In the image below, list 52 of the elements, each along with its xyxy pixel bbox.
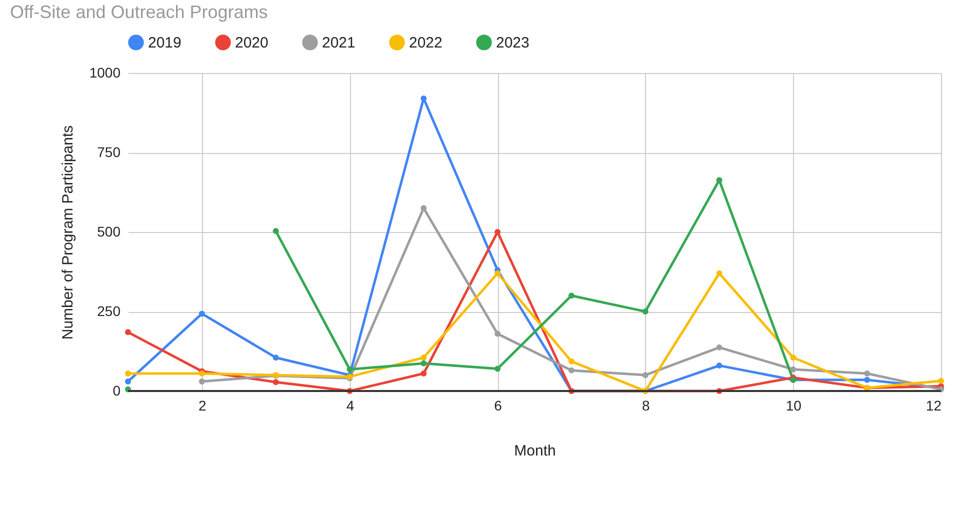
point [198, 378, 205, 384]
point [494, 270, 501, 276]
point [125, 386, 131, 392]
y-tick-label: 500 [97, 224, 121, 240]
point [272, 379, 279, 386]
point [272, 354, 279, 361]
point [790, 354, 796, 361]
legend-label: 2020 [235, 34, 268, 52]
y-tick-label: 250 [97, 303, 121, 319]
point [198, 310, 205, 317]
x-axis-title: Month [514, 442, 556, 460]
point [125, 378, 131, 384]
x-tick-label: 2 [198, 398, 207, 414]
legend-label: 2019 [148, 34, 182, 52]
point [420, 360, 427, 366]
point [790, 366, 796, 372]
point [642, 372, 648, 378]
point [198, 370, 205, 377]
point [420, 354, 427, 361]
legend-label: 2022 [409, 34, 442, 52]
x-tick-label: 8 [642, 398, 650, 414]
point [568, 358, 574, 364]
x-tick-label: 4 [346, 398, 354, 414]
point [420, 95, 427, 102]
y-tick-label: 0 [112, 382, 121, 398]
point [568, 292, 574, 299]
point [716, 362, 722, 369]
point [716, 177, 722, 184]
point [864, 370, 870, 377]
y-tick-label: 1000 [89, 64, 121, 80]
point [716, 344, 722, 350]
point [125, 329, 131, 336]
x-tick-label: 10 [786, 398, 802, 414]
point [642, 308, 648, 314]
point [494, 330, 501, 337]
legend-label: 2023 [496, 34, 530, 52]
point [864, 376, 870, 383]
point [716, 270, 722, 276]
point [420, 370, 427, 377]
point [272, 228, 279, 234]
point [938, 378, 944, 384]
legend-label: 2021 [322, 34, 356, 52]
point [568, 367, 574, 374]
point [494, 366, 501, 372]
y-axis-title: Number of Program Participants [59, 125, 76, 340]
point [125, 370, 131, 377]
point [420, 205, 427, 212]
chart-title: Off-Site and Outreach Programs [10, 2, 268, 22]
point [346, 366, 353, 372]
y-tick-label: 750 [97, 144, 121, 160]
x-tick-label: 12 [926, 398, 942, 414]
x-tick-label: 6 [494, 398, 502, 414]
